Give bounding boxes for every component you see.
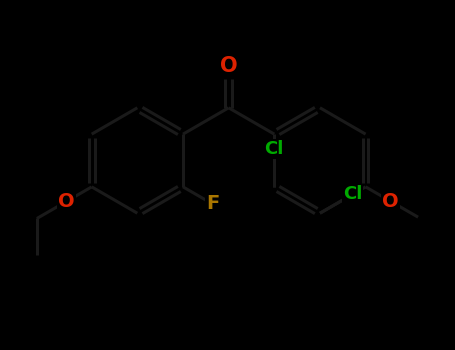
Text: O: O (382, 192, 399, 211)
Text: Cl: Cl (343, 185, 363, 203)
Text: O: O (58, 192, 75, 211)
Text: F: F (206, 195, 219, 214)
Text: O: O (220, 56, 238, 76)
Text: Cl: Cl (265, 140, 284, 158)
